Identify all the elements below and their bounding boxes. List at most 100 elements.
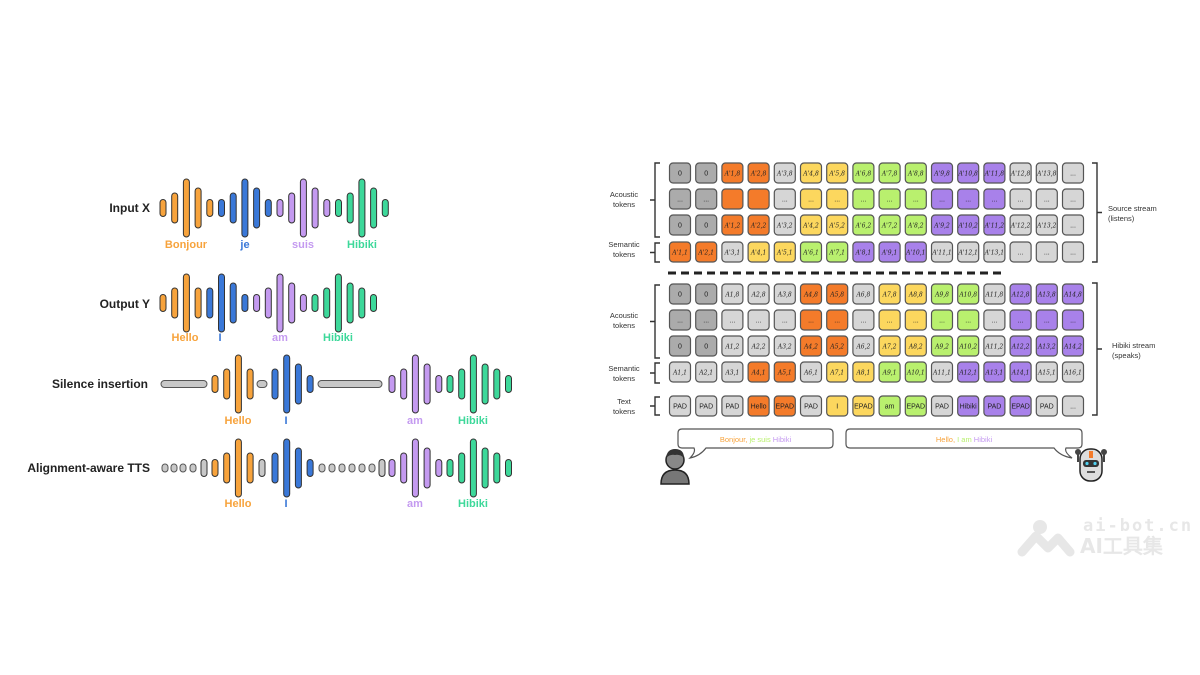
token-cell: ... bbox=[957, 188, 980, 210]
waveform-bar bbox=[334, 273, 342, 333]
waveform-bar bbox=[271, 368, 279, 400]
speech-bubble bbox=[845, 428, 1083, 459]
token-cell: A'1,2 bbox=[721, 214, 744, 236]
token-label: A'4,2 bbox=[802, 223, 819, 230]
token-label: A8,2 bbox=[908, 344, 923, 351]
label-acoustic-tokens: tokens bbox=[613, 321, 635, 330]
waveform-bar bbox=[218, 199, 225, 217]
row-label-output: Output Y bbox=[100, 297, 150, 311]
token-cell: A'1,1 bbox=[668, 241, 692, 263]
token-cell: A'7,1 bbox=[826, 241, 849, 263]
waveform-bar bbox=[505, 459, 512, 477]
waveform-bar bbox=[505, 375, 512, 393]
token-cell: ... bbox=[904, 188, 927, 210]
token-cell: A'5,2 bbox=[826, 214, 849, 236]
waveform-bar bbox=[400, 452, 408, 484]
token-cell: EPAD bbox=[852, 395, 875, 417]
token-label: A'12,1 bbox=[958, 250, 978, 257]
token-cell: A14,1 bbox=[1009, 361, 1032, 383]
silence-bar bbox=[200, 459, 208, 477]
token-label: A'9,2 bbox=[933, 223, 950, 230]
token-cell: A6,2 bbox=[852, 335, 875, 357]
token-label: ... bbox=[887, 197, 893, 204]
token-label: ... bbox=[913, 197, 919, 204]
speech-bubbles: Bonjour, je suis Hibiki Hello, I am Hibik… bbox=[660, 428, 1107, 485]
token-label: A'13,1 bbox=[984, 250, 1004, 257]
token-label: A'12,2 bbox=[1010, 223, 1031, 230]
token-label: ... bbox=[1018, 318, 1024, 325]
row-label-silence: Silence insertion bbox=[52, 377, 148, 391]
right-panel-token-grid: 0 0 A'1,8 A'2,8 A'3,8 A'4,8 A'5,8 A'6,8 A'7,8 A'8… bbox=[608, 162, 1157, 417]
token-label: Hibiki bbox=[960, 404, 978, 411]
token-cell: A'12,8 bbox=[1009, 162, 1032, 184]
waveform-bar bbox=[299, 178, 307, 238]
waveform-bar bbox=[335, 199, 342, 217]
waveform-bar bbox=[400, 368, 408, 400]
bracket-semantic-source bbox=[650, 242, 660, 263]
silence-dot bbox=[189, 463, 197, 473]
token-label: ... bbox=[756, 318, 762, 325]
waveform-bar bbox=[271, 452, 279, 484]
token-label: ... bbox=[860, 318, 866, 325]
token-label: A'5,8 bbox=[828, 171, 845, 178]
token-cell: ... bbox=[826, 188, 849, 210]
token-cell: A'4,8 bbox=[799, 162, 823, 184]
token-label: EPAD bbox=[854, 404, 873, 411]
waveform-bar bbox=[283, 354, 291, 414]
token-cell: ... bbox=[852, 188, 875, 210]
waveform-bar bbox=[435, 459, 443, 477]
silence-dot bbox=[318, 463, 326, 473]
token-cell: ... bbox=[773, 309, 796, 331]
token-label: A'10,8 bbox=[958, 171, 979, 178]
waveform-bar bbox=[223, 368, 231, 400]
token-label: ... bbox=[703, 197, 709, 204]
token-cell: ... bbox=[799, 309, 823, 331]
token-cell: A9,8 bbox=[930, 283, 954, 305]
waveform-bar bbox=[294, 363, 302, 405]
token-cell: A'13,8 bbox=[1035, 162, 1058, 184]
token-label: A12,8 bbox=[1011, 292, 1030, 299]
token-cell: A2,8 bbox=[747, 283, 770, 305]
waveform-bar bbox=[493, 452, 501, 484]
waveform-bar bbox=[458, 368, 466, 400]
token-cell: ... bbox=[1009, 188, 1032, 210]
waveform-bar bbox=[194, 287, 202, 319]
waveform-bar bbox=[288, 192, 296, 224]
token-label: I bbox=[836, 404, 838, 411]
token-label: ... bbox=[1044, 197, 1050, 204]
token-cell: ... bbox=[983, 309, 1006, 331]
silence-dot bbox=[338, 463, 346, 473]
token-label: A'2,2 bbox=[750, 223, 767, 230]
token-cell: ... bbox=[826, 309, 849, 331]
token-cell: EPAD bbox=[773, 395, 796, 417]
token-cell: A'6,8 bbox=[852, 162, 875, 184]
label-acoustic-tokens: Acoustic bbox=[610, 190, 639, 199]
token-label: A7,8 bbox=[882, 292, 897, 299]
token-cell: ... bbox=[930, 188, 954, 210]
token-cell: I bbox=[826, 395, 849, 417]
waveform-bar bbox=[294, 447, 302, 489]
label-text-tokens: Text bbox=[617, 397, 632, 406]
bracket-source-stream bbox=[1092, 162, 1102, 263]
token-cell: ... bbox=[1061, 188, 1085, 210]
token-cell: A'12,1 bbox=[957, 241, 980, 263]
waveform-bar bbox=[159, 294, 167, 312]
token-cell: ... bbox=[695, 188, 718, 210]
token-label: ... bbox=[991, 318, 997, 325]
token-label: 0 bbox=[678, 344, 682, 351]
token-cell: A2,1 bbox=[695, 361, 718, 383]
token-label: PAD bbox=[1040, 404, 1054, 411]
token-cell: A11,8 bbox=[983, 283, 1006, 305]
token-cell: A'5,8 bbox=[826, 162, 849, 184]
waveform-bar bbox=[388, 375, 396, 393]
token-label: ... bbox=[834, 318, 840, 325]
token-label: A15,1 bbox=[1037, 370, 1056, 377]
token-cell: A'8,1 bbox=[852, 241, 875, 263]
token-cell: A'12,2 bbox=[1009, 214, 1032, 236]
label-source-stream: (listens) bbox=[1108, 214, 1135, 223]
token-cell: A'2,2 bbox=[747, 214, 770, 236]
token-label: A'10,2 bbox=[958, 223, 979, 230]
token-cell: ... bbox=[1061, 309, 1085, 331]
silence-dot bbox=[161, 463, 169, 473]
